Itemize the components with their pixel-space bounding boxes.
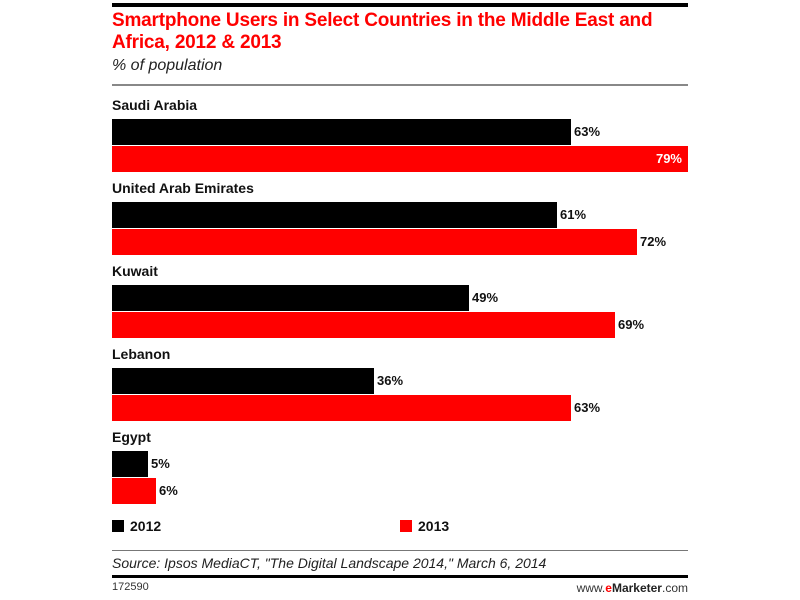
country-label: Egypt — [112, 429, 151, 445]
bar-2012 — [112, 202, 557, 228]
bar-2012 — [112, 451, 148, 477]
legend-label-2013: 2013 — [418, 518, 450, 534]
value-label: 79% — [655, 151, 682, 166]
brand-link[interactable]: www.eMarketer.com — [577, 581, 688, 595]
value-label: 5% — [151, 456, 170, 471]
country-label: Lebanon — [112, 346, 171, 362]
bar-2013 — [112, 312, 615, 338]
legend-item-2013: 2013 — [400, 518, 449, 534]
bar-2012 — [112, 285, 469, 311]
chart-id: 172590 — [112, 581, 149, 593]
country-label: Kuwait — [112, 263, 158, 279]
brand-name: Marketer — [611, 581, 662, 595]
source-note: Source: Ipsos MediaCT, "The Digital Land… — [112, 555, 547, 571]
chart-title: Smartphone Users in Select Countries in … — [112, 10, 653, 53]
value-label: 63% — [574, 400, 601, 415]
legend-swatch-2012 — [112, 520, 124, 532]
legend: 2012 2013 — [112, 518, 688, 538]
bar-2013 — [112, 395, 571, 421]
brand-prefix: www. — [576, 581, 606, 595]
brand-e: e — [605, 581, 612, 595]
value-label: 63% — [574, 124, 601, 139]
legend-swatch-2013 — [400, 520, 412, 532]
value-label: 72% — [640, 234, 667, 249]
country-label: Saudi Arabia — [112, 97, 198, 113]
value-label: 61% — [560, 207, 587, 222]
value-label: 69% — [618, 317, 645, 332]
bar-2013 — [112, 229, 637, 255]
subtitle-divider — [112, 84, 688, 86]
bar-2012 — [112, 368, 374, 394]
chart-subtitle: % of population — [112, 57, 223, 74]
legend-item-2012: 2012 — [112, 518, 161, 534]
country-label: United Arab Emirates — [112, 180, 254, 196]
value-label: 49% — [472, 290, 499, 305]
legend-label-2012: 2012 — [130, 518, 162, 534]
bar-2013 — [112, 146, 688, 172]
value-label: 6% — [159, 483, 178, 498]
chart-frame: Smartphone Users in Select Countries in … — [112, 0, 688, 600]
brand-suffix: .com — [661, 581, 688, 595]
top-divider — [112, 3, 688, 7]
bar-2012 — [112, 119, 571, 145]
value-label: 36% — [377, 373, 404, 388]
bar-2013 — [112, 478, 156, 504]
bottom-divider — [112, 575, 688, 578]
source-divider — [112, 550, 688, 551]
